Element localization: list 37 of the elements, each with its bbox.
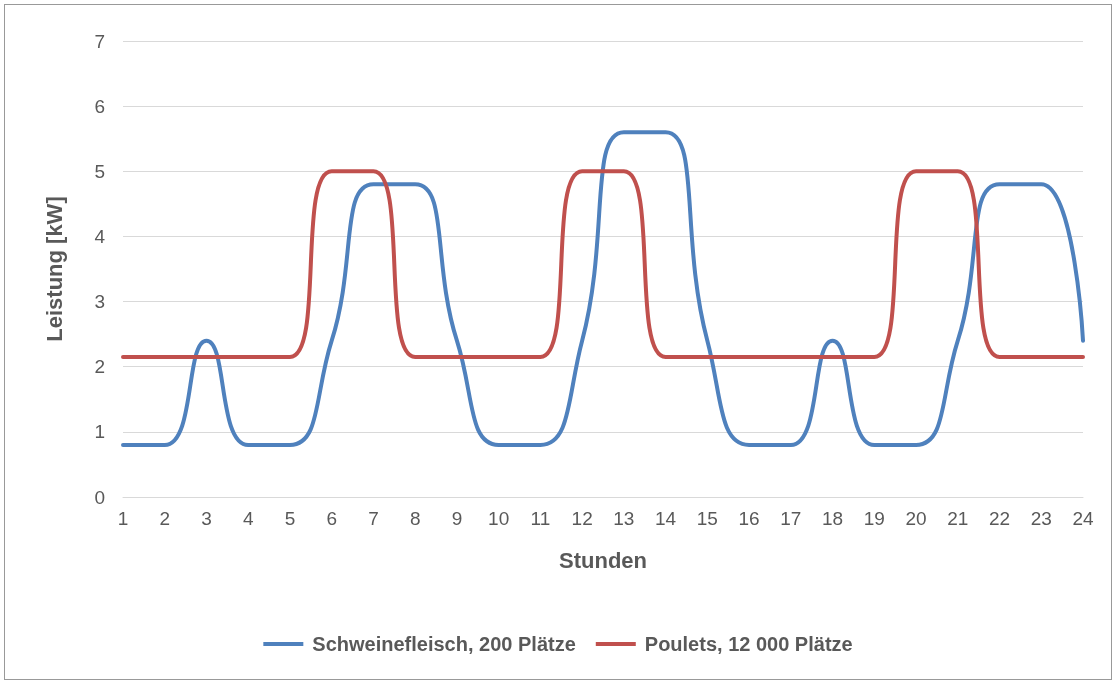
x-tick-label: 4 [242, 508, 254, 529]
x-tick-label: 11 [530, 508, 551, 529]
y-tick-label: 5 [94, 160, 105, 182]
x-tick-label: 20 [905, 508, 927, 529]
y-tick-label: 4 [94, 225, 106, 247]
x-tick-label: 24 [1072, 508, 1094, 529]
legend-label: Schweinefleisch, 200 Plätze [312, 633, 576, 655]
x-tick-label: 14 [655, 508, 677, 529]
x-axis-title: Stunden [559, 547, 647, 573]
x-tick-label: 1 [117, 508, 129, 529]
x-tick-label: 16 [738, 508, 760, 529]
y-tick-label: 0 [94, 486, 105, 508]
x-tick-label: 22 [988, 508, 1011, 529]
y-tick-label: 6 [94, 95, 105, 117]
y-tick-label: 2 [94, 356, 105, 378]
x-tick-label: 19 [863, 508, 885, 529]
x-tick-label: 21 [947, 508, 969, 529]
x-tick-label: 8 [409, 508, 421, 529]
x-tick-label: 2 [159, 508, 171, 529]
y-axis-title: Leistung [kW] [41, 196, 67, 342]
x-tick-label: 5 [284, 508, 296, 529]
legend-label: Poulets, 12 000 Plätze [644, 633, 853, 655]
x-tick-label: 6 [326, 508, 337, 529]
x-tick-label: 10 [488, 508, 510, 529]
x-tick-label: 9 [451, 508, 463, 529]
line-series [121, 130, 1085, 447]
x-tick-label: 3 [201, 508, 212, 529]
y-tick-label: 3 [94, 291, 105, 313]
x-tick-label: 7 [368, 508, 379, 529]
x-tick-label: 23 [1030, 508, 1052, 529]
x-tick-label: 13 [613, 508, 635, 529]
x-tick-label: 15 [696, 508, 718, 529]
x-tick-label: 17 [780, 508, 802, 529]
x-tick-label: 18 [821, 508, 844, 529]
y-tick-label: 1 [94, 421, 105, 443]
y-tick-label: 7 [94, 30, 105, 52]
x-tick-label: 12 [571, 508, 593, 529]
